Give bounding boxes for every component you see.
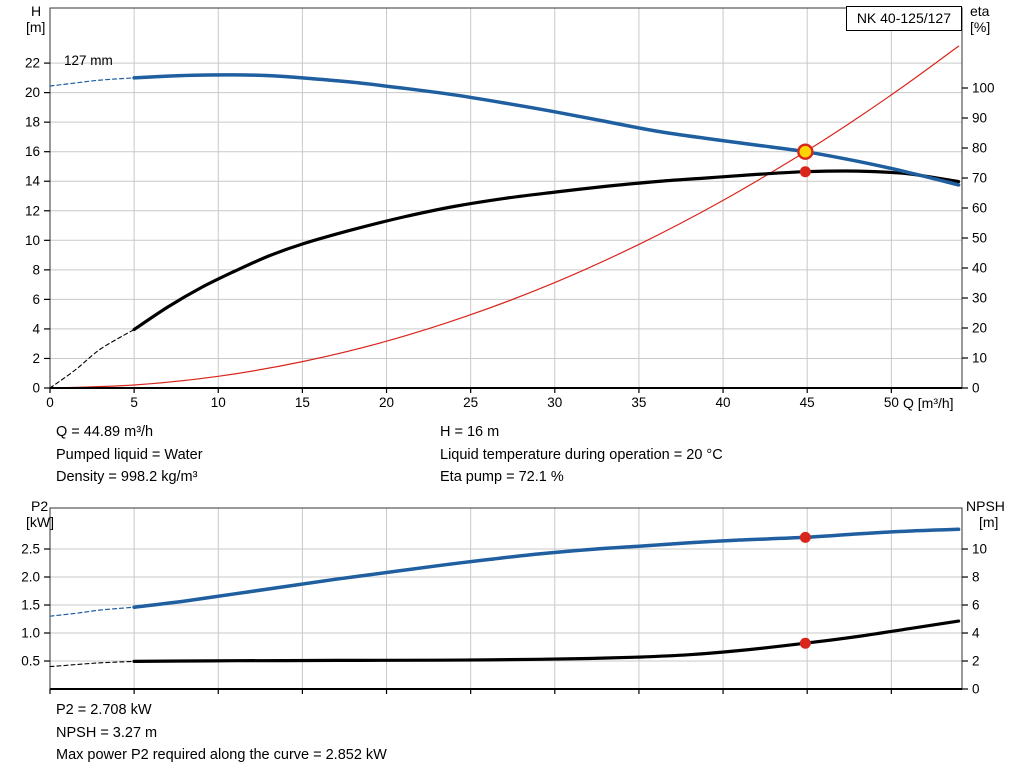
- svg-text:1.0: 1.0: [21, 625, 40, 640]
- duty-info-block: Q = 44.89 m³/h Pumped liquid = Water Den…: [56, 421, 723, 489]
- svg-text:1.5: 1.5: [21, 597, 40, 612]
- svg-text:16: 16: [25, 144, 40, 159]
- info-head: H = 16 m: [440, 424, 500, 440]
- info-p2: P2 = 2.708 kW: [56, 702, 152, 718]
- duty-info-column-1: Q = 44.89 m³/h Pumped liquid = Water Den…: [56, 421, 440, 489]
- svg-text:8: 8: [32, 262, 40, 277]
- head-axis-unit: [m]: [26, 19, 46, 35]
- duty-info-column-2: H = 16 m Liquid temperature during opera…: [440, 421, 723, 489]
- axis-ticks: [44, 62, 968, 393]
- svg-text:22: 22: [25, 56, 40, 71]
- info-liquid-temperature: Liquid temperature during operation = 20…: [440, 446, 723, 463]
- series-npsh-curve-lead: [49, 660, 135, 668]
- duty-point-npsh: [799, 637, 811, 649]
- head-axis-symbol: H: [31, 3, 42, 19]
- series-eta-curve-lead: [49, 328, 135, 389]
- series-eta-curve: [132, 169, 961, 332]
- axis-tick-labels: 0 5 10 15 20 25 30 35 40 45 50 0 2 4 6 8 10 12 14 16 18 20 22 0…: [25, 56, 995, 410]
- svg-text:30: 30: [972, 291, 987, 306]
- svg-text:2: 2: [972, 654, 980, 669]
- series-system-curve: [49, 45, 960, 389]
- svg-text:60: 60: [972, 201, 987, 216]
- info-pumped-liquid: Pumped liquid = Water: [56, 446, 203, 463]
- svg-text:80: 80: [972, 141, 987, 156]
- info-flow: Q = 44.89 m³/h: [56, 424, 154, 440]
- svg-text:10: 10: [25, 233, 40, 248]
- svg-text:8: 8: [972, 570, 980, 585]
- axis-tick-labels: 0.5 1.0 1.5 2.0 2.5 0 2 4 6 8 10: [21, 541, 987, 696]
- svg-text:70: 70: [972, 171, 987, 186]
- info-density: Density = 998.2 kg/m³: [56, 469, 198, 485]
- svg-text:25: 25: [463, 395, 478, 410]
- svg-text:0: 0: [32, 381, 40, 396]
- eta-axis-label: eta [%]: [970, 3, 990, 35]
- duty-point-p2: [799, 531, 811, 543]
- svg-text:12: 12: [25, 203, 40, 218]
- svg-text:20: 20: [972, 321, 987, 336]
- svg-text:10: 10: [972, 542, 987, 557]
- power-info-block: P2 = 2.708 kW NPSH = 3.27 m Max power P2…: [56, 699, 387, 767]
- svg-text:6: 6: [32, 292, 40, 307]
- svg-text:20: 20: [25, 85, 40, 100]
- svg-text:2.0: 2.0: [21, 569, 40, 584]
- chart-P2 / NPSH: 0.5 1.0 1.5 2.0 2.5 0 2 4 6 8 10: [21, 507, 987, 697]
- svg-text:50: 50: [972, 231, 987, 246]
- eta-axis-symbol: eta: [970, 3, 990, 19]
- svg-text:2: 2: [32, 351, 40, 366]
- svg-text:45: 45: [800, 395, 815, 410]
- head-axis-label: H [m]: [26, 3, 45, 35]
- flow-axis-label: Q [m³/h]: [903, 395, 954, 411]
- series-npsh-curve: [132, 619, 961, 663]
- p2-axis-symbol: P2: [31, 498, 49, 514]
- duty-point-eta: [799, 166, 811, 178]
- npsh-axis-unit: [m]: [979, 514, 999, 530]
- series-p2-curve-lead: [49, 606, 135, 617]
- svg-text:0: 0: [972, 381, 980, 396]
- npsh-axis-label: NPSH [m]: [966, 498, 1005, 530]
- series-head-curve: [132, 73, 961, 187]
- svg-text:0.5: 0.5: [21, 653, 40, 668]
- info-max-power: Max power P2 required along the curve = …: [56, 747, 387, 763]
- svg-text:90: 90: [972, 111, 987, 126]
- svg-text:40: 40: [972, 261, 987, 276]
- axis-ticks: [44, 548, 968, 694]
- pump-model-badge: NK 40-125/127: [845, 6, 962, 31]
- svg-text:5: 5: [130, 395, 138, 410]
- svg-text:20: 20: [379, 395, 394, 410]
- svg-text:4: 4: [972, 626, 980, 641]
- info-npsh: NPSH = 3.27 m: [56, 724, 158, 741]
- svg-text:40: 40: [716, 395, 731, 410]
- duty-point-head: [797, 143, 814, 160]
- npsh-axis-symbol: NPSH: [966, 498, 1005, 514]
- svg-text:50: 50: [884, 395, 899, 410]
- gridlines: [50, 8, 962, 388]
- eta-axis-unit: [%]: [970, 19, 991, 35]
- series-p2-curve: [132, 527, 961, 609]
- chart-NK 40-125/127: 0 5 10 15 20 25 30 35 40 45 50 0 2 4 6 8 10 12 14 16 18 20 22 0…: [25, 7, 995, 410]
- info-eta-pump: Eta pump = 72.1 %: [440, 469, 564, 485]
- svg-text:4: 4: [32, 321, 40, 336]
- svg-text:0: 0: [46, 395, 54, 410]
- svg-text:35: 35: [631, 395, 646, 410]
- impeller-diameter-annotation: 127 mm: [64, 53, 113, 68]
- svg-text:100: 100: [972, 81, 995, 96]
- svg-text:6: 6: [972, 598, 980, 613]
- svg-text:10: 10: [972, 351, 987, 366]
- svg-text:15: 15: [295, 395, 310, 410]
- p2-axis-label: P2 [kW]: [26, 498, 54, 530]
- p2-axis-unit: [kW]: [26, 514, 54, 530]
- svg-text:18: 18: [25, 115, 40, 130]
- svg-text:14: 14: [25, 174, 41, 189]
- svg-text:30: 30: [547, 395, 562, 410]
- svg-text:2.5: 2.5: [21, 541, 40, 556]
- svg-text:10: 10: [211, 395, 226, 410]
- svg-text:0: 0: [972, 682, 980, 697]
- series-head-curve-lead: [49, 77, 135, 87]
